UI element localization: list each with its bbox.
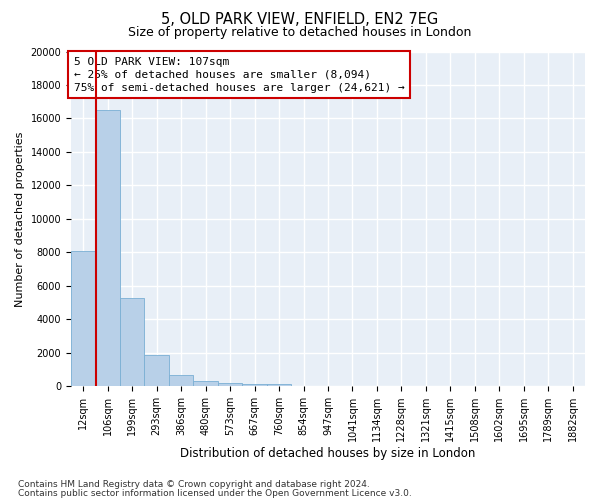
Text: Contains public sector information licensed under the Open Government Licence v3: Contains public sector information licen…	[18, 488, 412, 498]
Bar	[218, 383, 242, 386]
Bar	[169, 376, 193, 386]
Bar	[71, 251, 95, 386]
Bar	[95, 110, 120, 386]
Bar	[242, 384, 267, 386]
Bar	[120, 298, 145, 386]
Text: 5, OLD PARK VIEW, ENFIELD, EN2 7EG: 5, OLD PARK VIEW, ENFIELD, EN2 7EG	[161, 12, 439, 28]
X-axis label: Distribution of detached houses by size in London: Distribution of detached houses by size …	[181, 447, 476, 460]
Bar	[193, 381, 218, 386]
Text: Contains HM Land Registry data © Crown copyright and database right 2024.: Contains HM Land Registry data © Crown c…	[18, 480, 370, 489]
Y-axis label: Number of detached properties: Number of detached properties	[15, 131, 25, 306]
Bar	[267, 384, 292, 386]
Text: 5 OLD PARK VIEW: 107sqm
← 25% of detached houses are smaller (8,094)
75% of semi: 5 OLD PARK VIEW: 107sqm ← 25% of detache…	[74, 56, 404, 93]
Text: Size of property relative to detached houses in London: Size of property relative to detached ho…	[128, 26, 472, 39]
Bar	[145, 356, 169, 386]
